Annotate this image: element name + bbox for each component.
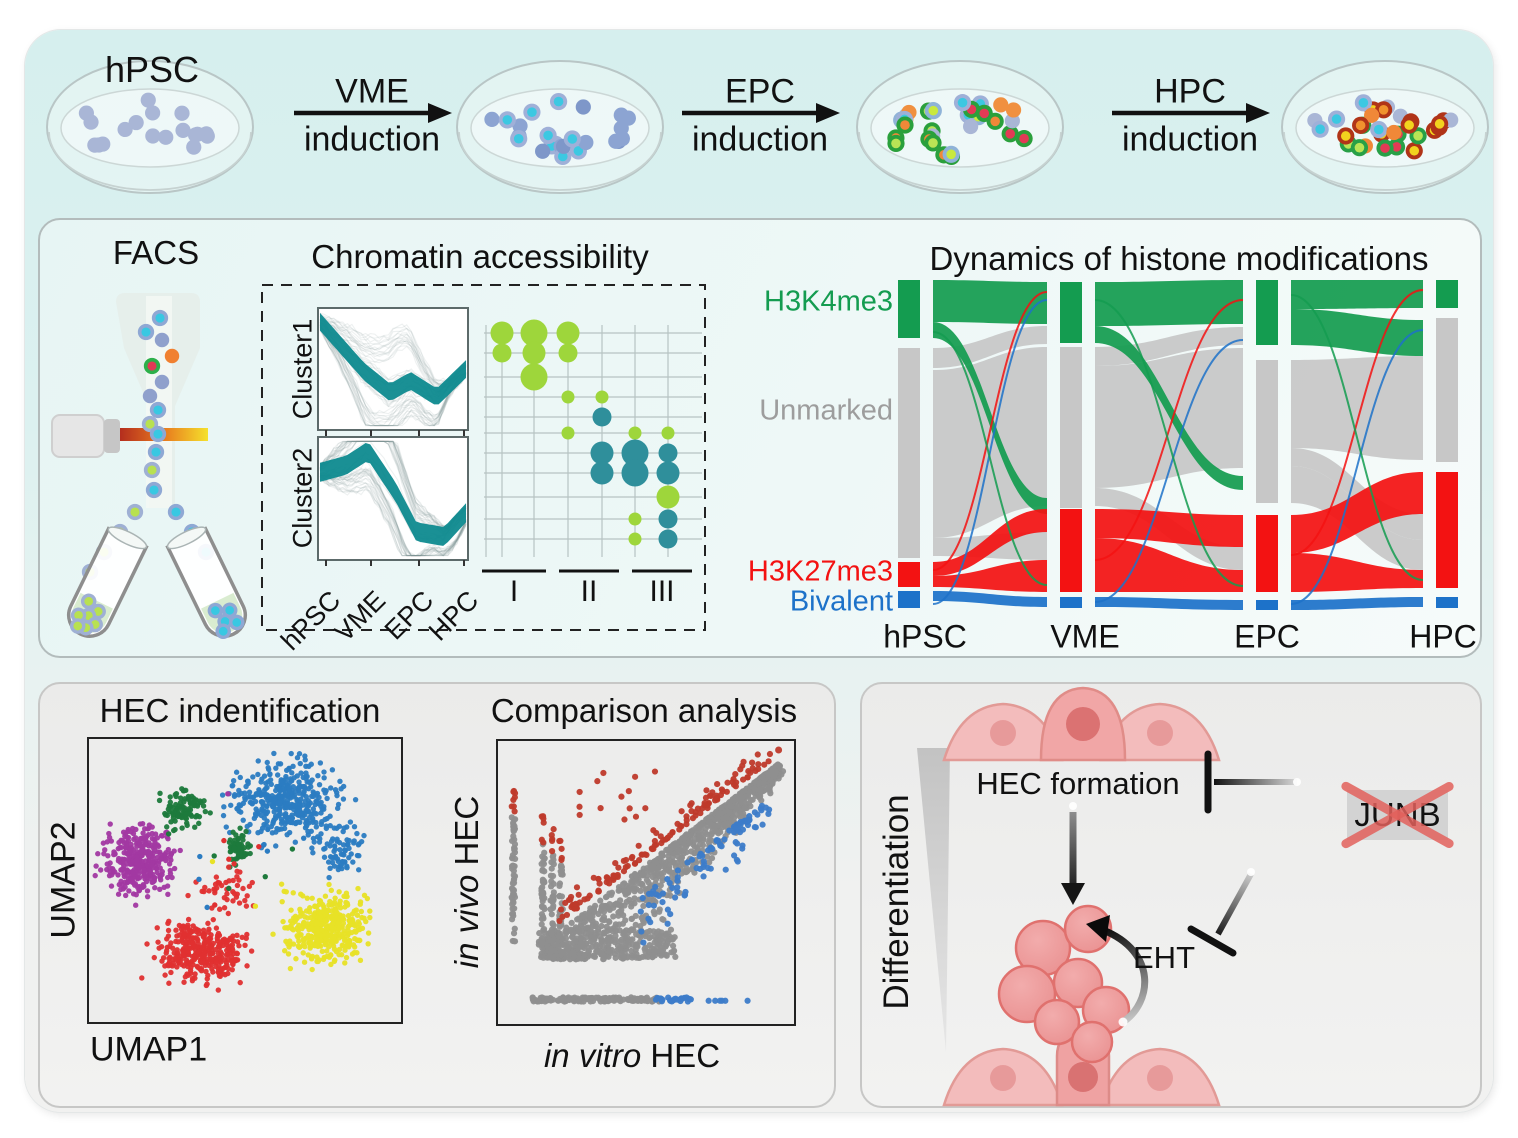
sankey-stage-vme: VME [1050, 618, 1120, 655]
junb-crossed-label: JUNB [1347, 790, 1448, 840]
hec-formation-label: HEC formation [976, 766, 1180, 801]
arrow2-label-top: EPC [725, 72, 795, 111]
group-label-2: II [580, 575, 598, 608]
legend-bivalent: Bivalent [789, 585, 893, 618]
bottom-right-panel [860, 682, 1482, 1108]
dish-label-hpsc: hPSC [104, 49, 200, 90]
arrow1-label-bottom: induction [303, 120, 441, 159]
sankey-stage-hpc: HPC [1409, 618, 1477, 655]
arrow1-label-top: VME [335, 72, 409, 111]
chromatin-title: Chromatin accessibility [311, 238, 649, 275]
group-label-3: III [649, 575, 675, 608]
sankey-stage-hpsc: hPSC [883, 618, 967, 655]
invivo-axis-label: in vivo HEC [448, 795, 485, 969]
facs-title: FACS [112, 234, 200, 271]
hec-title: HEC indentification [99, 692, 381, 729]
differentiation-label: Differentiation [877, 794, 916, 1010]
invitro-axis-label: in vitro HEC [543, 1037, 721, 1074]
sankey-stage-epc: EPC [1234, 618, 1300, 655]
arrow3-label-top: HPC [1154, 72, 1226, 111]
umap2-axis-label: UMAP2 [44, 821, 83, 939]
group-label-1: I [509, 575, 519, 608]
middle-panel [38, 218, 1482, 658]
cluster2-label: Cluster2 [287, 447, 318, 549]
cluster1-label: Cluster1 [287, 318, 318, 420]
eht-label: EHT [1133, 940, 1195, 975]
histone-title: Dynamics of histone modifications [929, 240, 1429, 277]
legend-h3k4me3: H3K4me3 [764, 285, 893, 318]
arrow3-label-bottom: induction [1121, 120, 1259, 159]
legend-h3k27me3: H3K27me3 [747, 555, 893, 588]
comparison-title: Comparison analysis [490, 692, 798, 729]
legend-unmarked: Unmarked [759, 394, 893, 427]
arrow2-label-bottom: induction [691, 120, 829, 159]
umap1-axis-label: UMAP1 [90, 1030, 208, 1069]
